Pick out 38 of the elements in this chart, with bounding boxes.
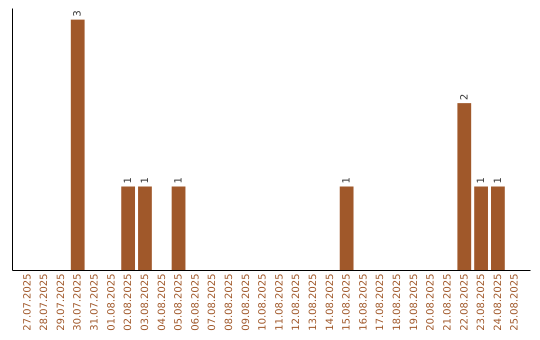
x-tick-label: 23.08.2025: [476, 274, 488, 331]
data-label: 1: [174, 177, 185, 184]
x-tick-label: 12.08.2025: [291, 274, 302, 331]
x-tick-label: 29.07.2025: [56, 274, 67, 331]
x-tick-label: 15.08.2025: [342, 274, 353, 331]
x-tick-label: 31.07.2025: [90, 274, 101, 331]
x-tick-label: 20.08.2025: [426, 274, 437, 331]
x-tick-label: 21.08.2025: [442, 274, 454, 331]
x-tick-label: 16.08.2025: [358, 274, 370, 331]
x-tick-label: 05.08.2025: [174, 274, 185, 331]
x-tick-label: 18.08.2025: [392, 274, 404, 331]
x-tick-label: 14.08.2025: [324, 274, 336, 331]
x-tick-label: 10.08.2025: [258, 274, 269, 331]
x-tick-label: 02.08.2025: [123, 274, 134, 331]
data-label: 1: [476, 177, 488, 184]
x-tick-label: 25.08.2025: [510, 274, 521, 331]
x-tick-label: 28.07.2025: [39, 274, 50, 331]
x-tick-label: 03.08.2025: [140, 274, 151, 331]
x-tick-label: 19.08.2025: [408, 274, 420, 331]
x-tick-label: 13.08.2025: [308, 274, 320, 331]
x-tick-label: 27.07.2025: [22, 274, 34, 331]
x-tick-label: 09.08.2025: [240, 274, 252, 331]
x-tick-label: 22.08.2025: [459, 274, 470, 331]
x-tick-label: 04.08.2025: [156, 274, 168, 331]
data-label: 3: [72, 10, 84, 17]
x-tick-label: 01.08.2025: [106, 274, 118, 331]
data-label: 1: [140, 177, 151, 184]
x-tick-label: 06.08.2025: [190, 274, 202, 331]
x-tick-label: 17.08.2025: [375, 274, 386, 331]
x-tick-label: 30.07.2025: [72, 274, 84, 331]
data-label: 1: [342, 177, 353, 184]
data-label: 2: [459, 94, 470, 100]
x-tick-label: 07.08.2025: [207, 274, 218, 331]
x-tick-label: 11.08.2025: [274, 274, 286, 331]
x-tick-label: 24.08.2025: [492, 274, 504, 331]
x-tick-label: 08.08.2025: [224, 274, 235, 331]
data-label: 1: [492, 177, 504, 184]
data-label: 1: [123, 177, 134, 184]
